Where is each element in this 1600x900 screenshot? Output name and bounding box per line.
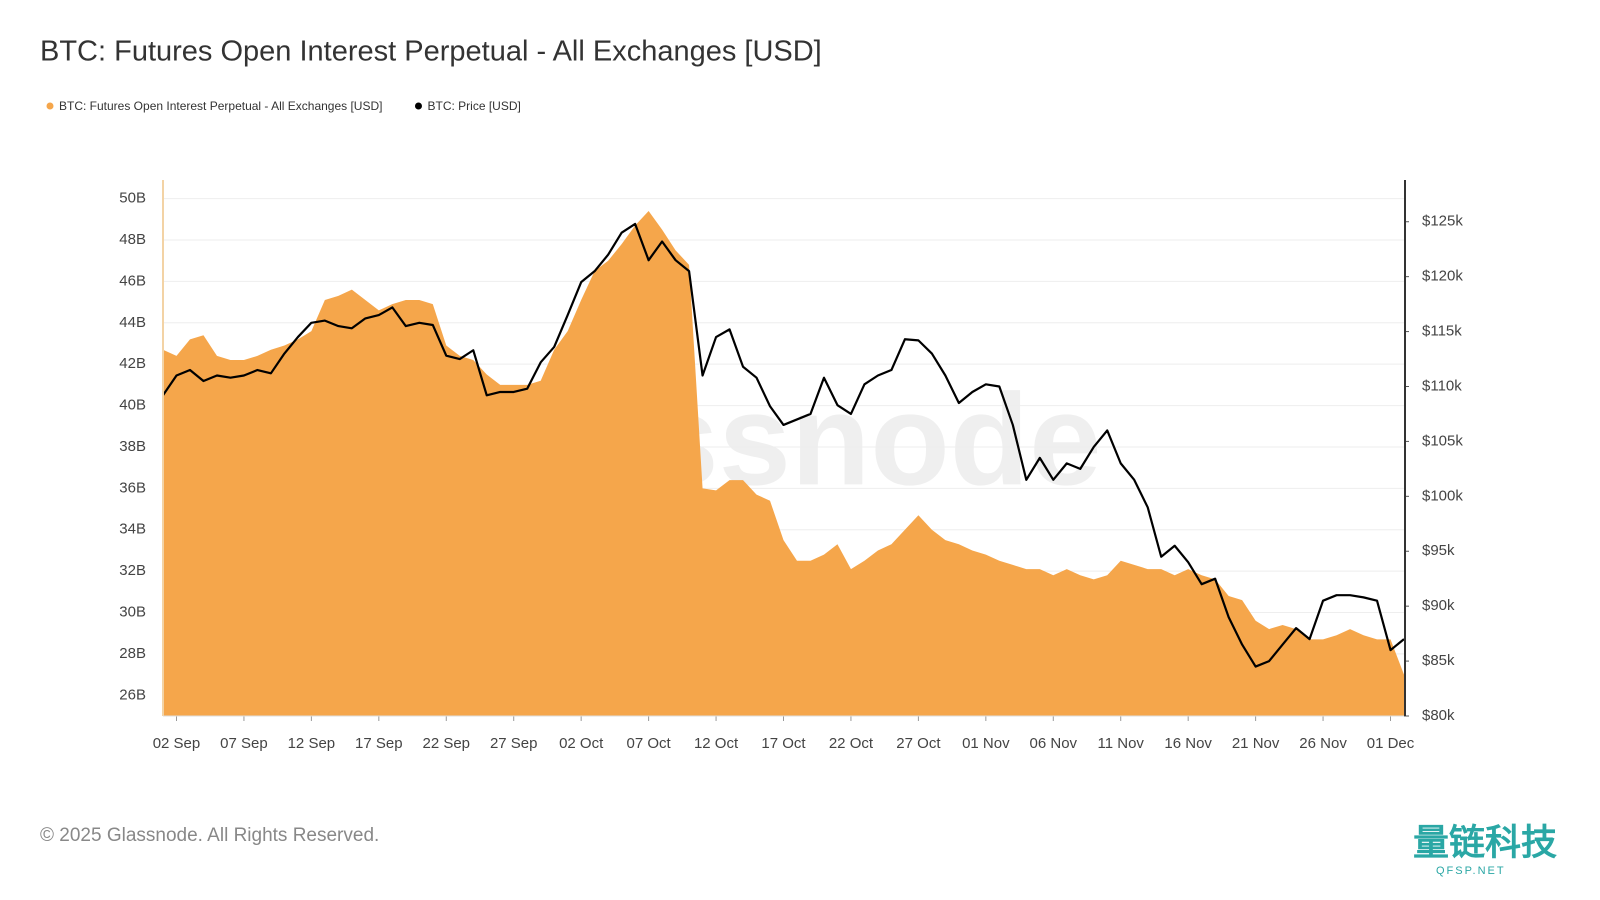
x-tick-label: 26 Nov bbox=[1299, 735, 1347, 752]
y2-tick-label: $110k bbox=[1422, 377, 1462, 394]
x-tick-label: 27 Oct bbox=[896, 735, 941, 752]
y2-tick-label: $105k bbox=[1422, 432, 1463, 449]
y2-tick-label: $125k bbox=[1422, 213, 1463, 230]
x-tick-label: 22 Sep bbox=[422, 735, 470, 752]
x-tick-label: 01 Dec bbox=[1367, 735, 1415, 752]
x-tick-label: 07 Sep bbox=[220, 735, 268, 752]
y2-tick-label: $85k bbox=[1422, 652, 1455, 669]
y2-tick-label: $95k bbox=[1422, 542, 1455, 559]
x-tick-label: 17 Oct bbox=[761, 735, 806, 752]
chart-title: BTC: Futures Open Interest Perpetual - A… bbox=[40, 36, 822, 68]
y2-tick-label: $120k bbox=[1422, 268, 1463, 285]
y-tick-label: 32B bbox=[119, 562, 146, 579]
x-tick-label: 02 Sep bbox=[153, 735, 201, 752]
x-tick-label: 02 Oct bbox=[559, 735, 604, 752]
y-tick-label: 50B bbox=[119, 190, 146, 207]
y-tick-label: 30B bbox=[119, 603, 146, 620]
badge: 量链科技 bbox=[1413, 822, 1557, 863]
y-tick-label: 46B bbox=[119, 272, 146, 289]
legend-label: BTC: Price [USD] bbox=[427, 99, 520, 113]
y2-tick-label: $80k bbox=[1422, 707, 1455, 724]
x-tick-label: 01 Nov bbox=[962, 735, 1010, 752]
area bbox=[163, 211, 1404, 716]
x-tick-label: 07 Oct bbox=[627, 735, 672, 752]
y-tick-label: 28B bbox=[119, 645, 146, 662]
x-tick-label: 11 Nov bbox=[1098, 735, 1145, 752]
badge-sub: QFSP.NET bbox=[1436, 865, 1506, 877]
x-tick-label: 27 Sep bbox=[490, 735, 538, 752]
y-tick-label: 36B bbox=[119, 479, 146, 496]
x-tick-label: 12 Oct bbox=[694, 735, 739, 752]
x-tick-label: 12 Sep bbox=[288, 735, 336, 752]
line bbox=[162, 222, 1405, 668]
legend-label: BTC: Futures Open Interest Perpetual - A… bbox=[59, 99, 382, 113]
y-tick-label: 48B bbox=[119, 231, 146, 248]
x-tick-label: 16 Nov bbox=[1164, 735, 1212, 752]
copyright: © 2025 Glassnode. All Rights Reserved. bbox=[40, 825, 379, 846]
y-tick-label: 40B bbox=[119, 397, 146, 414]
y2-tick-label: $100k bbox=[1422, 487, 1463, 504]
y-tick-label: 26B bbox=[119, 686, 146, 703]
y-tick-label: 38B bbox=[119, 438, 146, 455]
legend-marker bbox=[46, 102, 54, 110]
y-tick-label: 44B bbox=[119, 314, 146, 331]
y2-tick-label: $90k bbox=[1422, 597, 1455, 614]
y-tick-label: 34B bbox=[119, 521, 146, 538]
x-tick-label: 06 Nov bbox=[1030, 735, 1078, 752]
x-tick-label: 17 Sep bbox=[355, 735, 403, 752]
x-tick-label: 21 Nov bbox=[1232, 735, 1280, 752]
y-tick-label: 42B bbox=[119, 355, 146, 372]
legend-marker bbox=[414, 102, 422, 110]
y2-tick-label: $115k bbox=[1422, 323, 1462, 340]
x-tick-label: 22 Oct bbox=[829, 735, 874, 752]
